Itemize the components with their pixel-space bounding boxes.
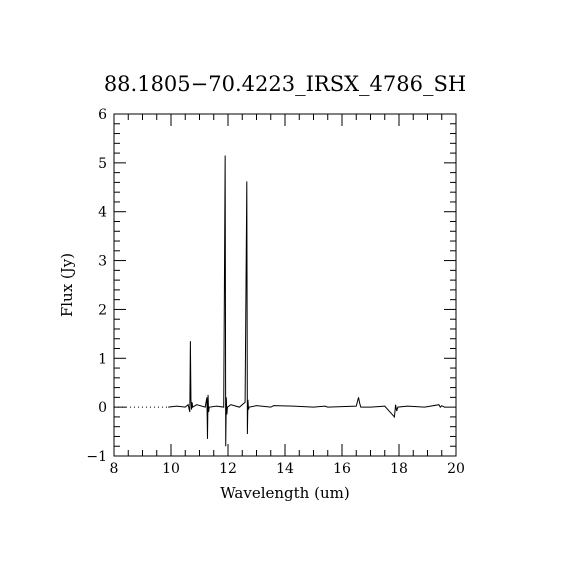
- x-tick-label: 14: [276, 461, 294, 477]
- x-tick-label: 10: [162, 461, 180, 477]
- y-tick-label: 3: [98, 254, 107, 270]
- y-axis-label: Flux (Jy): [58, 253, 76, 317]
- y-tick-label: 6: [98, 107, 107, 123]
- x-axis: 8 10 12 14 16 18 20: [110, 114, 465, 477]
- x-axis-label: Wavelength (um): [220, 484, 349, 502]
- y-tick-label: 5: [98, 156, 107, 172]
- y-tick-label: 4: [98, 205, 107, 221]
- y-tick-label: −1: [86, 449, 107, 465]
- flux-series-line: [168, 155, 445, 447]
- x-tick-label: 16: [333, 461, 351, 477]
- y-tick-label: 0: [98, 400, 107, 416]
- x-tick-label: 8: [110, 461, 119, 477]
- plot-frame: [113, 113, 457, 457]
- y-tick-label: 1: [98, 351, 107, 367]
- chart-title: 88.1805−70.4223_IRSX_4786_SH: [104, 72, 466, 96]
- x-tick-label: 20: [447, 461, 465, 477]
- x-tick-label: 18: [390, 461, 408, 477]
- y-axis: −1 0 1 2 3 4 5 6: [86, 107, 456, 465]
- y-tick-label: 2: [98, 302, 107, 318]
- x-tick-label: 12: [219, 461, 237, 477]
